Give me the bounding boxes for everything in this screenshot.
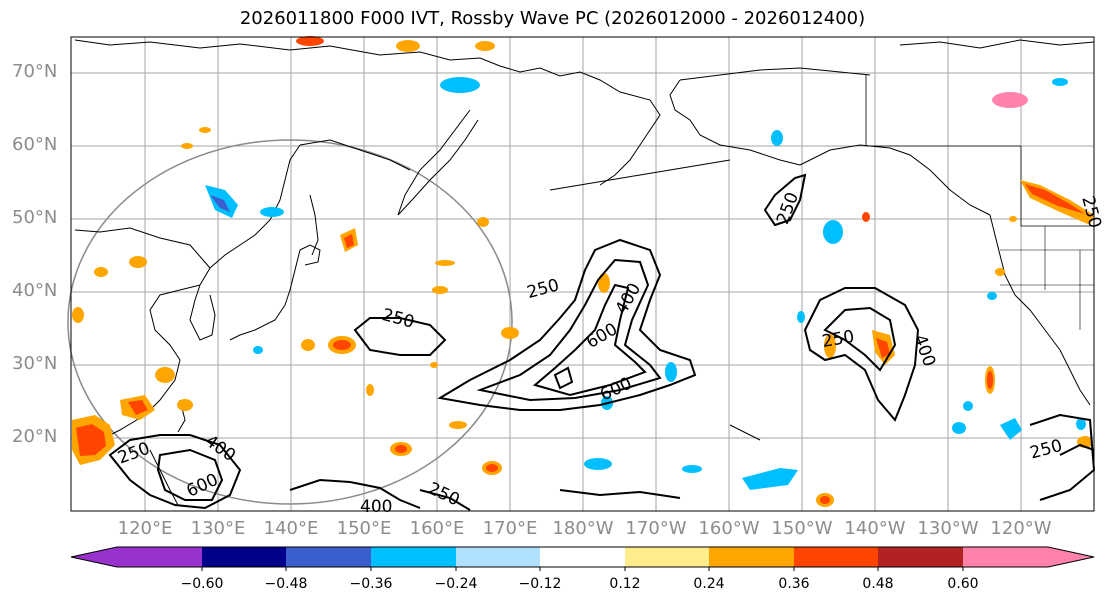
lon-label: 160°E	[409, 518, 465, 539]
map-title: 2026011800 F000 IVT, Rossby Wave PC (202…	[239, 8, 866, 29]
colorbar-tick-label: 0.24	[693, 576, 725, 592]
colorbar-tick-label: 0.36	[778, 576, 810, 592]
colorbar-tick-label: −0.36	[349, 576, 393, 592]
ivt-contours	[108, 173, 1096, 511]
ivt-anomaly-patches	[72, 36, 1094, 507]
lon-label: 120°E	[117, 518, 173, 539]
lon-label: 130°W	[917, 518, 979, 539]
colorbar-segment	[286, 547, 371, 567]
colorbar-segment	[963, 547, 1048, 567]
lat-label: 70°N	[12, 61, 58, 82]
colorbar-extend-min	[71, 547, 117, 567]
colorbar-segment	[709, 547, 794, 567]
colorbar-segment	[456, 547, 540, 567]
colorbar-tick-label: 0.12	[609, 576, 641, 592]
lon-label: 170°E	[482, 518, 538, 539]
contour-labels: 250 400 600 250 400 250 250 400 600 600 …	[115, 190, 1105, 517]
lat-label: 50°N	[12, 207, 58, 228]
lon-label: 170°W	[625, 518, 687, 539]
colorbar-segment	[202, 547, 286, 567]
lon-label: 120°W	[990, 518, 1052, 539]
colorbar-tick-label: 0.60	[947, 576, 979, 592]
colorbar-segment	[117, 547, 202, 567]
lon-label: 130°E	[190, 518, 246, 539]
colorbar-extend-max	[1048, 547, 1094, 567]
colorbar-segment	[540, 547, 625, 567]
lat-label: 60°N	[12, 134, 58, 155]
colorbar-tick-label: −0.24	[434, 576, 478, 592]
contour-label: 400	[360, 497, 392, 517]
colorbar	[70, 546, 1095, 571]
colorbar-tick-label: −0.48	[264, 576, 308, 592]
map-frame	[70, 36, 1095, 512]
colorbar-segment	[794, 547, 878, 567]
lon-label: 150°W	[771, 518, 833, 539]
colorbar-segment	[878, 547, 963, 567]
lat-label: 20°N	[12, 426, 58, 447]
lon-label: 140°E	[263, 518, 319, 539]
colorbar-tick-label: −0.60	[180, 576, 224, 592]
lon-label: 150°E	[336, 518, 392, 539]
lon-label: 160°W	[698, 518, 760, 539]
colorbar-segment	[625, 547, 709, 567]
lon-label: 180°W	[552, 518, 614, 539]
lat-label: 40°N	[12, 280, 58, 301]
lat-label: 30°N	[12, 353, 58, 374]
lon-label: 140°W	[844, 518, 906, 539]
colorbar-segment	[371, 547, 456, 567]
colorbar-tick-label: −0.12	[518, 576, 562, 592]
rossby-wave-region-ellipse	[67, 139, 513, 505]
coastlines	[74, 39, 1095, 506]
colorbar-tick-label: 0.48	[862, 576, 894, 592]
